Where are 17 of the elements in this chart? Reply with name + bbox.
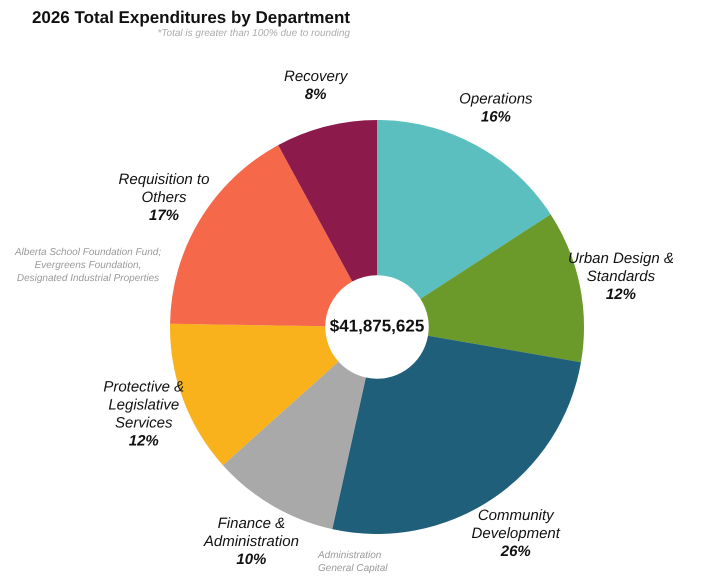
slice-label: Finance & Administration: [202, 515, 299, 550]
data-label: 10%: [236, 551, 266, 568]
slice-label: Requisition to Others: [118, 171, 210, 206]
slice-label: Recovery: [284, 68, 349, 85]
slice-label: Community Development: [472, 506, 561, 542]
text: Administration General Capital: [317, 550, 388, 574]
text: Alberta School Foundation Fund; Evergreens Foundation, Designated Industrial Properties: [14, 246, 162, 284]
chart-title: 2026 Total Expenditures by Department: [30, 8, 350, 28]
chart-subtitle: *Total is greater than 100% due to rounding: [156, 28, 350, 39]
text: $41,875,625: [330, 316, 424, 336]
data-label: 17%: [148, 207, 180, 224]
data-label: 16%: [480, 108, 511, 126]
data-label: 12%: [128, 432, 159, 450]
data-label: 12%: [606, 286, 636, 304]
slice-label: Operations: [459, 90, 534, 108]
data-label: 26%: [500, 542, 531, 560]
data-label: 8%: [304, 86, 327, 103]
